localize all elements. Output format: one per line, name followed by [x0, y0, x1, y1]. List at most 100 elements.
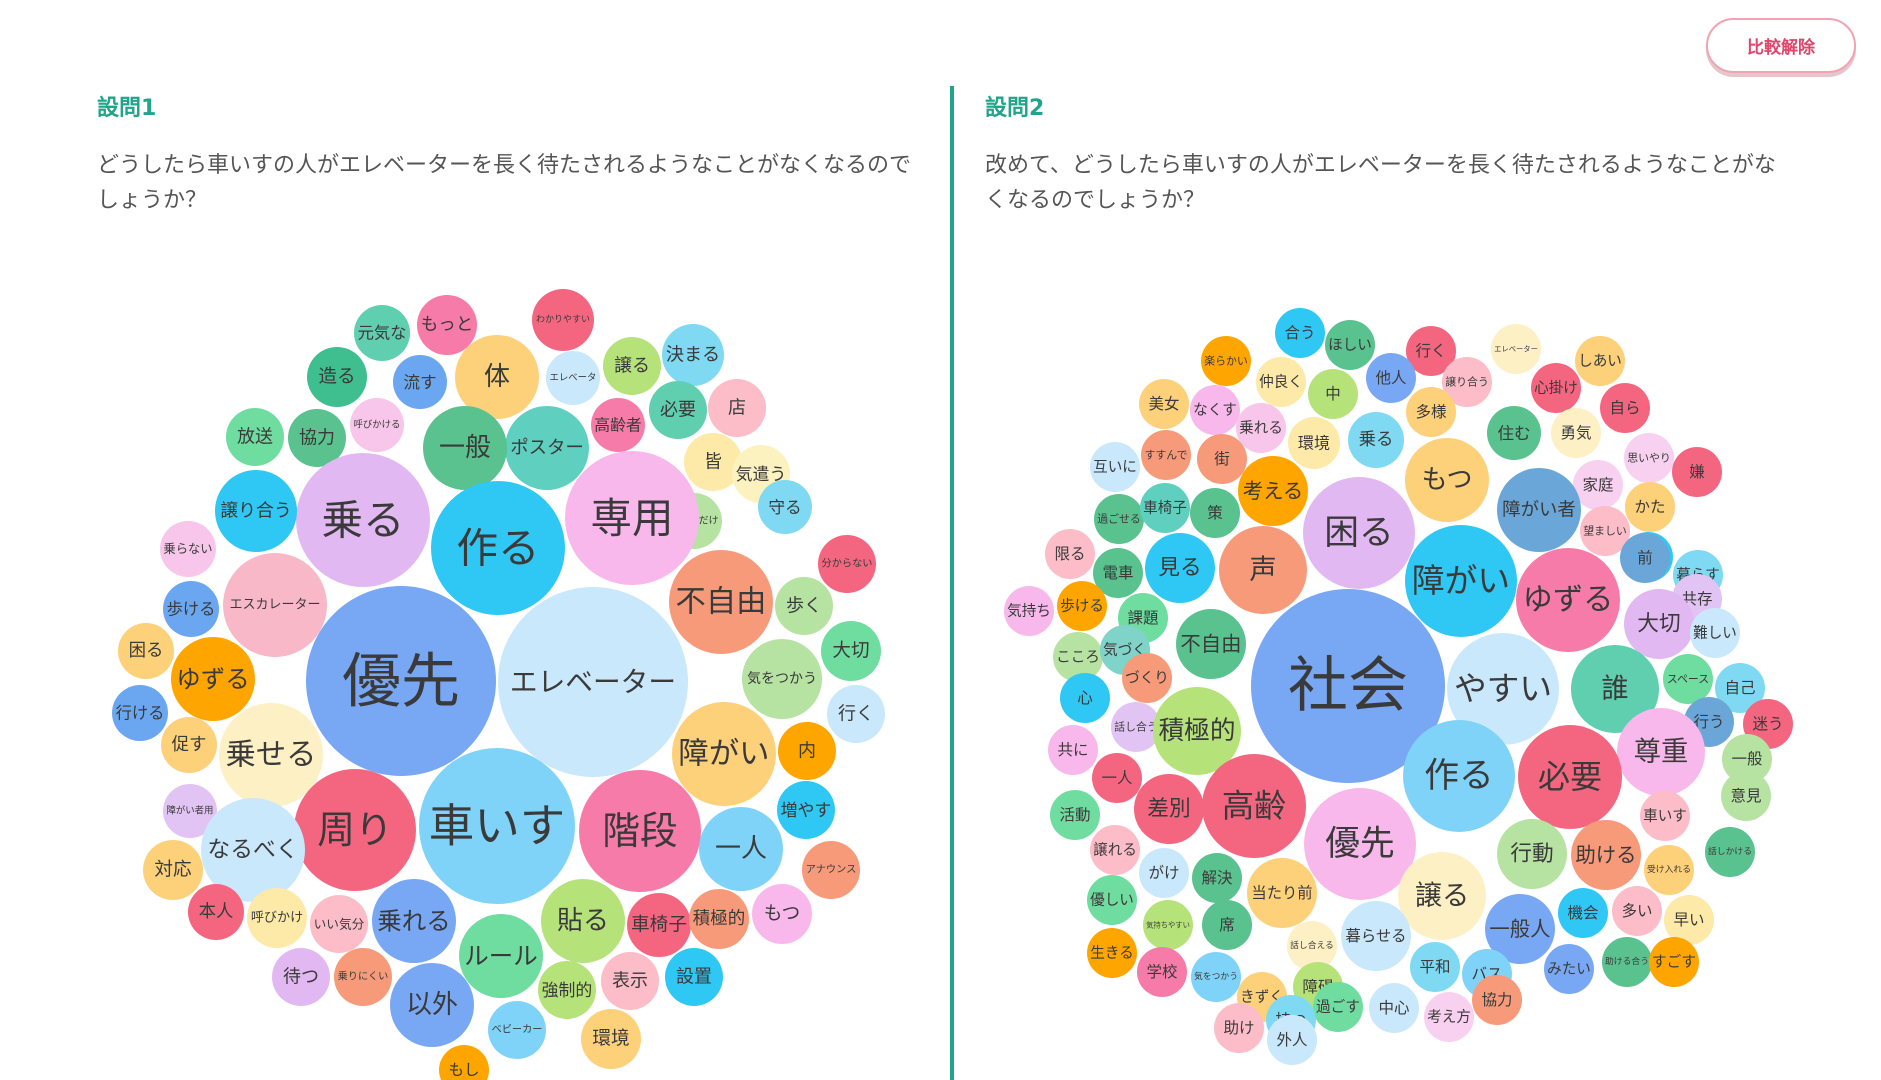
word-bubble[interactable]: 考える — [1238, 456, 1308, 526]
word-bubble[interactable]: 勇気 — [1551, 408, 1601, 458]
word-bubble[interactable]: 一人 — [1092, 753, 1142, 803]
word-bubble[interactable]: 優先 — [306, 586, 496, 776]
word-bubble[interactable]: 乗る — [296, 453, 430, 587]
word-bubble[interactable]: 放送 — [226, 408, 284, 466]
word-bubble[interactable]: 対応 — [143, 840, 203, 900]
word-bubble[interactable]: すごす — [1649, 937, 1699, 987]
word-bubble[interactable]: しあい — [1575, 336, 1625, 386]
word-bubble[interactable]: 他人 — [1366, 353, 1416, 403]
word-bubble[interactable]: 街 — [1197, 434, 1247, 484]
word-bubble[interactable]: 社会 — [1251, 589, 1445, 783]
word-bubble[interactable]: 内 — [778, 722, 836, 780]
word-bubble[interactable]: 早い — [1664, 895, 1714, 945]
word-bubble[interactable]: 高齢者 — [591, 398, 645, 452]
word-bubble[interactable]: 造る — [307, 347, 367, 407]
word-bubble[interactable]: 行く — [827, 685, 885, 743]
word-bubble[interactable]: 自ら — [1600, 383, 1650, 433]
word-bubble[interactable]: 待つ — [272, 948, 330, 1006]
word-bubble[interactable]: ゆずる — [171, 637, 255, 721]
word-bubble[interactable]: 譲る — [1398, 852, 1486, 940]
word-bubble[interactable]: 思いやり — [1624, 433, 1674, 483]
word-bubble[interactable]: 電車 — [1093, 548, 1143, 598]
word-bubble[interactable]: 平和 — [1410, 942, 1460, 992]
word-bubble[interactable]: 中心 — [1369, 983, 1419, 1033]
word-bubble[interactable]: 増やす — [777, 781, 835, 839]
word-bubble[interactable]: 優先 — [1304, 788, 1416, 900]
word-bubble[interactable]: 積極的 — [1153, 687, 1241, 775]
word-bubble[interactable]: 乗れる — [1236, 403, 1286, 453]
word-bubble[interactable]: 障がい者用 — [163, 784, 217, 838]
word-bubble[interactable]: 乗せる — [219, 703, 323, 807]
word-bubble[interactable]: スペース — [1663, 654, 1713, 704]
word-bubble[interactable]: 決まる — [662, 324, 724, 386]
word-bubble[interactable]: 当たり前 — [1247, 858, 1317, 928]
word-bubble[interactable]: 車いす — [1640, 791, 1690, 841]
word-bubble[interactable]: 住む — [1487, 406, 1541, 460]
word-bubble[interactable]: 不自由 — [669, 550, 773, 654]
word-bubble[interactable]: 呼びかける — [350, 398, 404, 452]
word-bubble[interactable]: 受け入れる — [1644, 845, 1694, 895]
word-bubble[interactable]: 守る — [758, 480, 812, 534]
word-bubble[interactable]: 家庭 — [1573, 460, 1623, 510]
word-bubble[interactable]: 本人 — [188, 884, 244, 940]
word-bubble[interactable]: 活動 — [1050, 790, 1100, 840]
word-bubble[interactable]: 障がい — [1405, 525, 1517, 637]
word-bubble[interactable]: 暮らせる — [1341, 901, 1411, 971]
word-bubble[interactable]: エレベーター — [1491, 324, 1541, 374]
word-bubble[interactable]: 美女 — [1139, 379, 1189, 429]
word-bubble[interactable]: こころ — [1053, 632, 1103, 682]
word-bubble[interactable]: もっと — [417, 295, 477, 355]
word-bubble[interactable]: 話し合える — [1287, 921, 1337, 971]
word-bubble[interactable]: 生きる — [1087, 928, 1137, 978]
word-bubble[interactable]: 専用 — [565, 451, 699, 585]
word-bubble[interactable]: 学校 — [1137, 947, 1187, 997]
word-bubble[interactable]: 強制的 — [538, 961, 596, 1019]
word-bubble[interactable]: 設置 — [665, 948, 723, 1006]
word-bubble[interactable]: 差別 — [1134, 774, 1204, 844]
word-bubble[interactable]: 過ごせる — [1094, 494, 1144, 544]
word-bubble[interactable]: 高齢 — [1202, 754, 1306, 858]
word-bubble[interactable]: 前 — [1620, 533, 1670, 583]
word-bubble[interactable]: 歩く — [775, 577, 833, 635]
word-bubble[interactable]: 気をつかう — [742, 639, 822, 719]
word-bubble[interactable]: 大切 — [821, 621, 881, 681]
word-bubble[interactable]: 譲り合う — [1442, 357, 1492, 407]
word-bubble[interactable]: 共に — [1048, 725, 1098, 775]
word-bubble[interactable]: 協力 — [288, 409, 346, 467]
word-bubble[interactable]: 嫌 — [1672, 447, 1722, 497]
word-bubble[interactable]: 解決 — [1192, 853, 1242, 903]
word-bubble[interactable]: 見る — [1145, 533, 1215, 603]
word-bubble[interactable]: 分からない — [818, 535, 876, 593]
word-bubble[interactable]: 自己 — [1715, 663, 1765, 713]
word-bubble[interactable]: 皆 — [684, 433, 742, 491]
word-bubble[interactable]: 譲れる — [1090, 825, 1140, 875]
word-bubble[interactable]: 呼びかけ — [247, 888, 307, 948]
word-bubble[interactable]: 望ましい — [1580, 506, 1630, 556]
word-bubble[interactable]: ベビーカー — [488, 1001, 546, 1059]
word-bubble[interactable]: やすい — [1447, 633, 1559, 745]
word-bubble[interactable]: 環境 — [1288, 417, 1340, 469]
word-bubble[interactable]: 車椅子 — [627, 893, 691, 957]
word-bubble[interactable]: もし — [439, 1045, 489, 1080]
word-bubble[interactable]: 流す — [393, 355, 447, 409]
word-bubble[interactable]: 話し合う — [1111, 702, 1161, 752]
word-bubble[interactable]: 車いす — [419, 748, 575, 904]
word-bubble[interactable]: 大切 — [1624, 589, 1694, 659]
word-bubble[interactable]: 席 — [1202, 900, 1252, 950]
word-bubble[interactable]: 仲良く — [1256, 357, 1306, 407]
word-bubble[interactable]: 心掛け — [1531, 363, 1581, 413]
word-bubble[interactable]: 助ける — [1571, 820, 1641, 890]
word-bubble[interactable]: 車椅子 — [1140, 483, 1190, 533]
word-bubble[interactable]: わかりやすい — [532, 289, 594, 351]
word-bubble[interactable]: ルール — [459, 914, 543, 998]
word-bubble[interactable]: 考え方 — [1424, 992, 1474, 1042]
word-bubble[interactable]: 環境 — [581, 1009, 641, 1069]
word-bubble[interactable]: 乗る — [1348, 412, 1404, 468]
word-bubble[interactable]: 中 — [1308, 369, 1358, 419]
word-bubble[interactable]: 行く — [1406, 326, 1456, 376]
word-bubble[interactable]: 不自由 — [1176, 609, 1246, 679]
word-bubble[interactable]: 外人 — [1267, 1015, 1317, 1065]
word-bubble[interactable]: 策 — [1190, 488, 1240, 538]
word-bubble[interactable]: 譲る — [603, 337, 661, 395]
word-bubble[interactable]: 困る — [118, 623, 174, 679]
